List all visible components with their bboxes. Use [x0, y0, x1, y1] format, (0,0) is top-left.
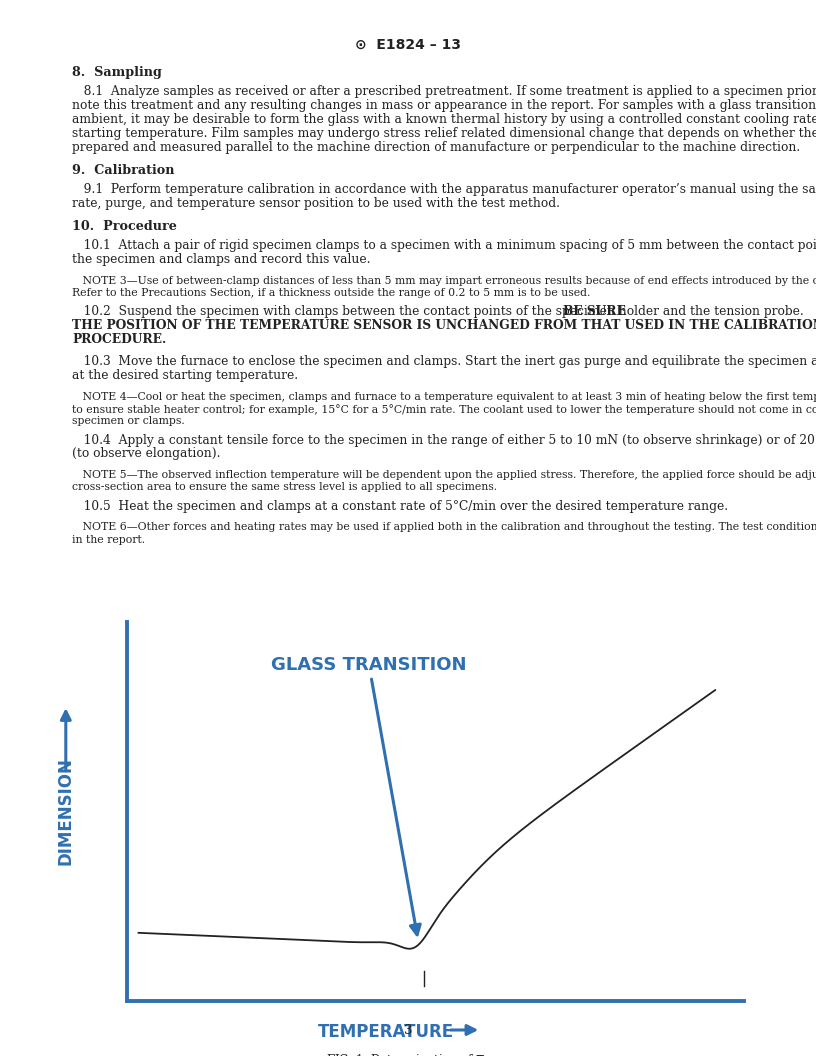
- Text: DIMENSION: DIMENSION: [57, 757, 75, 865]
- Text: the specimen and clamps and record this value.: the specimen and clamps and record this …: [72, 252, 370, 266]
- Text: FIG. 1  Determination of $\mathit{T_g}$: FIG. 1 Determination of $\mathit{T_g}$: [326, 1053, 490, 1056]
- Text: cross-section area to ensure the same stress level is applied to all specimens.: cross-section area to ensure the same st…: [72, 483, 497, 492]
- Text: 10.1  Attach a pair of rigid specimen clamps to a specimen with a minimum spacin: 10.1 Attach a pair of rigid specimen cla…: [72, 239, 816, 252]
- Text: THE POSITION OF THE TEMPERATURE SENSOR IS UNCHANGED FROM THAT USED IN THE CALIBR: THE POSITION OF THE TEMPERATURE SENSOR I…: [72, 319, 816, 332]
- Text: 3: 3: [404, 1024, 412, 1037]
- Text: (to observe elongation).: (to observe elongation).: [72, 448, 220, 460]
- Text: BE SURE: BE SURE: [563, 305, 626, 318]
- Text: in the report.: in the report.: [72, 534, 145, 545]
- Text: NOTE 6—Other forces and heating rates may be used if applied both in the calibra: NOTE 6—Other forces and heating rates ma…: [72, 523, 816, 532]
- Text: specimen or clamps.: specimen or clamps.: [72, 416, 184, 427]
- Text: NOTE 4—Cool or heat the specimen, clamps and furnace to a temperature equivalent: NOTE 4—Cool or heat the specimen, clamps…: [72, 392, 816, 402]
- Text: rate, purge, and temperature sensor position to be used with the test method.: rate, purge, and temperature sensor posi…: [72, 196, 560, 210]
- Text: 10.2  Suspend the specimen with clamps between the contact points of the specime: 10.2 Suspend the specimen with clamps be…: [72, 305, 808, 318]
- Text: Refer to the Precautions Section, if a thickness outside the range of 0.2 to 5 m: Refer to the Precautions Section, if a t…: [72, 288, 590, 298]
- Text: to ensure stable heater control; for example, 15°C for a 5°C/min rate. The coola: to ensure stable heater control; for exa…: [72, 404, 816, 415]
- Text: NOTE 3—Use of between-clamp distances of less than 5 mm may impart erroneous res: NOTE 3—Use of between-clamp distances of…: [72, 276, 816, 286]
- Text: at the desired starting temperature.: at the desired starting temperature.: [72, 370, 298, 382]
- Text: prepared and measured parallel to the machine direction of manufacture or perpen: prepared and measured parallel to the ma…: [72, 140, 800, 154]
- Text: NOTE 5—The observed inflection temperature will be dependent upon the applied st: NOTE 5—The observed inflection temperatu…: [72, 470, 816, 480]
- Text: ambient, it may be desirable to form the glass with a known thermal history by u: ambient, it may be desirable to form the…: [72, 113, 816, 126]
- Text: TEMPERATURE: TEMPERATURE: [318, 1023, 455, 1041]
- Text: starting temperature. Film samples may undergo stress relief related dimensional: starting temperature. Film samples may u…: [72, 127, 816, 139]
- Text: GLASS TRANSITION: GLASS TRANSITION: [271, 656, 467, 935]
- Text: 9.1  Perform temperature calibration in accordance with the apparatus manufactur: 9.1 Perform temperature calibration in a…: [72, 183, 816, 196]
- Text: 10.3  Move the furnace to enclose the specimen and clamps. Start the inert gas p: 10.3 Move the furnace to enclose the spe…: [72, 356, 816, 369]
- Text: 10.5  Heat the specimen and clamps at a constant rate of 5°C/min over the desire: 10.5 Heat the specimen and clamps at a c…: [72, 499, 728, 513]
- Text: PROCEDURE.: PROCEDURE.: [72, 333, 166, 345]
- Text: 10.4  Apply a constant tensile force to the specimen in the range of either 5 to: 10.4 Apply a constant tensile force to t…: [72, 434, 816, 447]
- Text: 10.  Procedure: 10. Procedure: [72, 220, 177, 232]
- Text: 9.  Calibration: 9. Calibration: [72, 164, 175, 176]
- Text: 8.  Sampling: 8. Sampling: [72, 65, 162, 79]
- Text: ⊙  E1824 – 13: ⊙ E1824 – 13: [355, 38, 461, 52]
- Text: 8.1  Analyze samples as received or after a prescribed pretreatment. If some tre: 8.1 Analyze samples as received or after…: [72, 86, 816, 98]
- Text: note this treatment and any resulting changes in mass or appearance in the repor: note this treatment and any resulting ch…: [72, 99, 816, 112]
